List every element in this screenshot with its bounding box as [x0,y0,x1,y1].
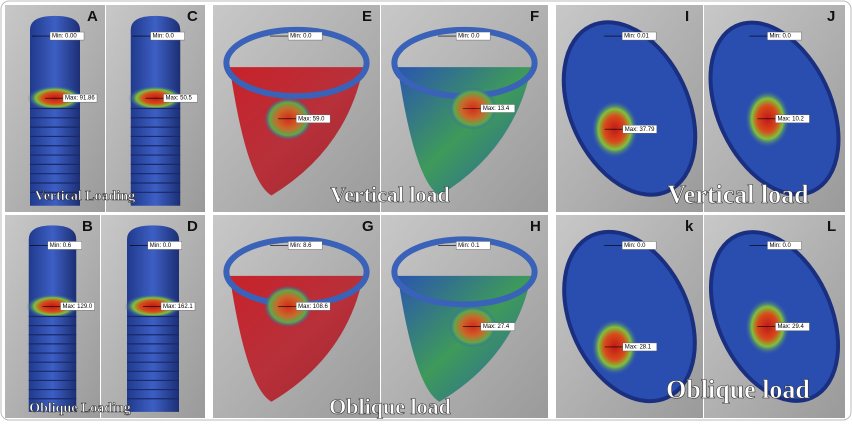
value-tag: Max: 37.79 [625,127,655,133]
caption: Oblique load [666,375,810,404]
panel: E Min: 0.0 Max: 59.0 [213,5,380,212]
value-tag: Min: 0.0 [769,243,791,249]
value-tag: Max: 59.0 [298,116,325,122]
panel-label: J [827,8,835,25]
implant [29,225,77,412]
panel-label: A [87,8,98,25]
value-tag: Max: 129.0 [63,304,93,310]
panel-label: k [685,218,694,235]
value-tag: Max: 50.5 [166,96,193,102]
value-tag: Max: 108.6 [298,304,328,310]
panel: B Min: 0.6 Max: 129.0 [5,215,100,418]
caption: Vertical load [667,180,809,209]
panel-label: B [82,218,93,235]
caption: Oblique Loading [29,401,131,416]
figure: A Min: 0.00 Max: 91.86 C Min: 0.0 Max: 50.5 B M… [0,0,852,421]
panel-label: H [530,218,541,235]
implant [131,16,181,206]
caption: Oblique load [329,394,451,419]
panel: H Min: 0.1 Max: 27.4 [381,215,548,418]
value-tag: Max: 29.4 [777,324,804,330]
value-tag: Max: 28.1 [625,345,652,351]
value-tag: Min: 0.0 [290,34,312,40]
value-tag: Min: 0.0 [769,34,791,40]
value-tag: Min: 0.00 [52,34,77,40]
value-tag: Min: 0.0 [153,34,175,40]
value-tag: Min: 0.0 [624,243,646,249]
value-tag: Min: 8.6 [290,243,312,249]
panel: F Min: 0.0 Max: 13.4 [381,5,548,212]
panel-label: E [362,8,372,25]
value-tag: Max: 27.4 [483,324,510,330]
panel-label: I [685,8,689,25]
panel-label: F [530,8,539,25]
panel: G Min: 8.6 Max: 108.6 [213,215,380,418]
value-tag: Min: 0.0 [458,34,480,40]
panel-label: D [187,218,198,235]
panel-label: C [187,8,198,25]
value-tag: Max: 162.1 [163,304,193,310]
value-tag: Min: 0.6 [50,243,72,249]
value-tag: Min: 0.01 [624,34,649,40]
panel-label: L [827,218,836,235]
value-tag: Max: 91.86 [65,96,95,102]
panels: A Min: 0.00 Max: 91.86 C Min: 0.0 Max: 50.5 B M… [5,1,852,421]
caption: Vertical load [330,182,450,207]
panel-label: G [362,218,374,235]
value-tag: Max: 13.4 [483,106,510,112]
implant [30,16,80,206]
value-tag: Max: 10.2 [777,116,804,122]
panel: A Min: 0.00 Max: 91.86 [5,5,105,212]
panel: D Min: 0.0 Max: 162.1 [101,215,205,418]
implant [127,225,179,412]
value-tag: Min: 0.0 [150,243,172,249]
caption: Vertical Loading [35,189,135,204]
panel: C Min: 0.0 Max: 50.5 [106,5,205,212]
value-tag: Min: 0.1 [458,243,480,249]
